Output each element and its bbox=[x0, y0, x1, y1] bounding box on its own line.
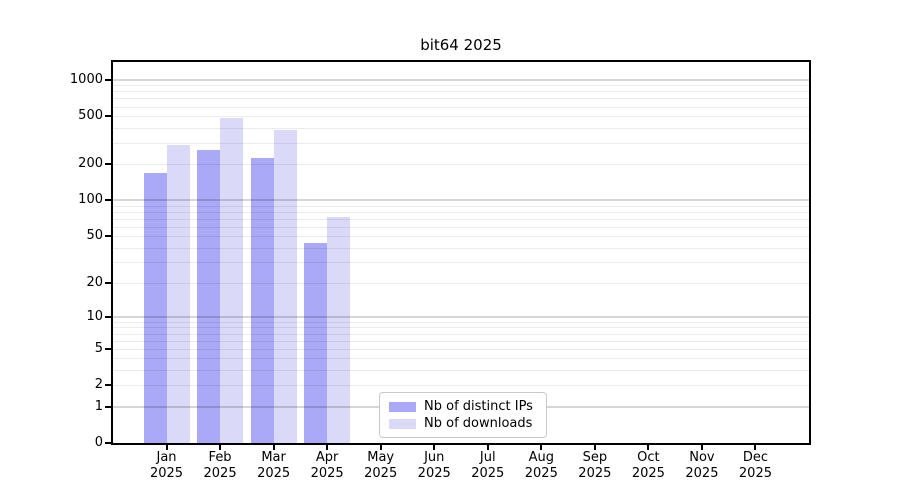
x-tick-label-dec: Dec 2025 bbox=[738, 450, 772, 481]
x-tick-label-jul: Jul 2025 bbox=[471, 450, 505, 481]
gridline-minor-400 bbox=[113, 127, 809, 129]
x-tick-label-aug: Aug 2025 bbox=[524, 450, 558, 481]
bar-jan-downloads bbox=[166, 144, 190, 443]
y-tick-label-500: 500 bbox=[78, 108, 103, 124]
x-tick-mark-jan bbox=[165, 445, 168, 450]
y-tick-label-5: 5 bbox=[94, 340, 103, 356]
gridline-minor-50 bbox=[113, 236, 809, 238]
legend-label-downloads: Nb of downloads bbox=[424, 416, 533, 431]
x-tick-label-mar: Mar 2025 bbox=[257, 450, 291, 481]
y-tick-mark-2 bbox=[105, 384, 111, 387]
y-tick-label-1: 1 bbox=[94, 398, 103, 414]
gridline-minor-900 bbox=[113, 85, 809, 87]
y-tick-mark-1 bbox=[105, 405, 111, 408]
x-tick-mark-jul bbox=[486, 445, 489, 450]
y-tick-label-20: 20 bbox=[86, 274, 103, 290]
x-tick-mark-dec bbox=[754, 445, 757, 450]
y-tick-mark-20 bbox=[105, 281, 111, 284]
y-tick-label-2: 2 bbox=[94, 377, 103, 393]
gridline-major-100 bbox=[113, 199, 809, 202]
gridline-minor-600 bbox=[113, 106, 809, 108]
gridline-minor-500 bbox=[113, 116, 809, 118]
y-tick-mark-500 bbox=[105, 115, 111, 118]
x-tick-label-jun: Jun 2025 bbox=[417, 450, 451, 481]
x-tick-mark-may bbox=[379, 445, 382, 450]
x-tick-mark-feb bbox=[219, 445, 222, 450]
gridline-minor-60 bbox=[113, 226, 809, 228]
gridline-minor-200 bbox=[113, 164, 809, 166]
plot-area: Nb of distinct IPs Nb of downloads bbox=[111, 60, 811, 445]
gridline-major-10 bbox=[113, 315, 809, 318]
x-tick-mark-apr bbox=[326, 445, 329, 450]
chart-title: bit64 2025 bbox=[420, 36, 502, 54]
gridline-minor-9 bbox=[113, 321, 809, 323]
gridline-minor-4 bbox=[113, 358, 809, 360]
gridline-minor-8 bbox=[113, 327, 809, 329]
legend-item-distinct-ips: Nb of distinct IPs bbox=[389, 398, 537, 415]
gridline-minor-30 bbox=[113, 262, 809, 264]
y-tick-label-200: 200 bbox=[78, 156, 103, 172]
legend-swatch-distinct-ips bbox=[389, 401, 416, 412]
x-tick-mark-oct bbox=[647, 445, 650, 450]
x-tick-mark-jun bbox=[433, 445, 436, 450]
y-tick-label-0: 0 bbox=[94, 435, 103, 450]
y-tick-mark-1000 bbox=[105, 78, 111, 81]
legend-swatch-downloads bbox=[389, 418, 416, 429]
gridline-minor-20 bbox=[113, 282, 809, 284]
y-tick-mark-0 bbox=[105, 442, 111, 444]
x-tick-mark-aug bbox=[540, 445, 543, 450]
x-tick-label-nov: Nov 2025 bbox=[685, 450, 719, 481]
bar-mar-downloads bbox=[273, 130, 297, 443]
y-tick-label-50: 50 bbox=[86, 228, 103, 244]
x-tick-label-jan: Jan 2025 bbox=[149, 450, 184, 481]
bar-jan-distinct-ips bbox=[143, 172, 167, 443]
x-tick-label-apr: Apr 2025 bbox=[310, 450, 344, 481]
gridline-minor-90 bbox=[113, 205, 809, 207]
gridline-minor-80 bbox=[113, 211, 809, 213]
y-tick-mark-10 bbox=[105, 315, 111, 318]
y-tick-mark-200 bbox=[105, 163, 111, 166]
bar-apr-distinct-ips bbox=[304, 242, 328, 443]
gridline-major-1000 bbox=[113, 78, 809, 81]
x-tick-mark-sep bbox=[593, 445, 596, 450]
gridline-minor-700 bbox=[113, 98, 809, 100]
gridline-minor-3 bbox=[113, 370, 809, 372]
legend: Nb of distinct IPs Nb of downloads bbox=[379, 392, 547, 438]
y-tick-mark-100 bbox=[105, 199, 111, 202]
bar-mar-distinct-ips bbox=[250, 157, 274, 443]
bar-feb-downloads bbox=[220, 118, 244, 443]
y-tick-label-1000: 1000 bbox=[69, 71, 103, 87]
x-tick-label-sep: Sep 2025 bbox=[578, 450, 612, 481]
gridline-minor-300 bbox=[113, 142, 809, 144]
y-tick-mark-50 bbox=[105, 235, 111, 238]
y-tick-label-10: 10 bbox=[86, 308, 103, 324]
gridline-minor-2 bbox=[113, 385, 809, 387]
x-tick-mark-mar bbox=[272, 445, 275, 450]
gridline-minor-800 bbox=[113, 91, 809, 93]
x-tick-label-feb: Feb 2025 bbox=[203, 450, 237, 481]
x-tick-label-may: May 2025 bbox=[364, 450, 398, 481]
gridline-minor-40 bbox=[113, 247, 809, 249]
legend-label-distinct-ips: Nb of distinct IPs bbox=[424, 399, 533, 414]
x-tick-mark-nov bbox=[700, 445, 703, 450]
x-tick-label-oct: Oct 2025 bbox=[631, 450, 665, 481]
gridline-minor-6 bbox=[113, 340, 809, 342]
bar-apr-downloads bbox=[327, 217, 351, 443]
legend-item-downloads: Nb of downloads bbox=[389, 415, 537, 432]
bar-feb-distinct-ips bbox=[197, 150, 221, 443]
gridline-minor-7 bbox=[113, 333, 809, 335]
gridline-minor-5 bbox=[113, 348, 809, 350]
y-tick-label-100: 100 bbox=[78, 192, 103, 208]
gridline-minor-70 bbox=[113, 218, 809, 220]
y-tick-mark-5 bbox=[105, 347, 111, 350]
